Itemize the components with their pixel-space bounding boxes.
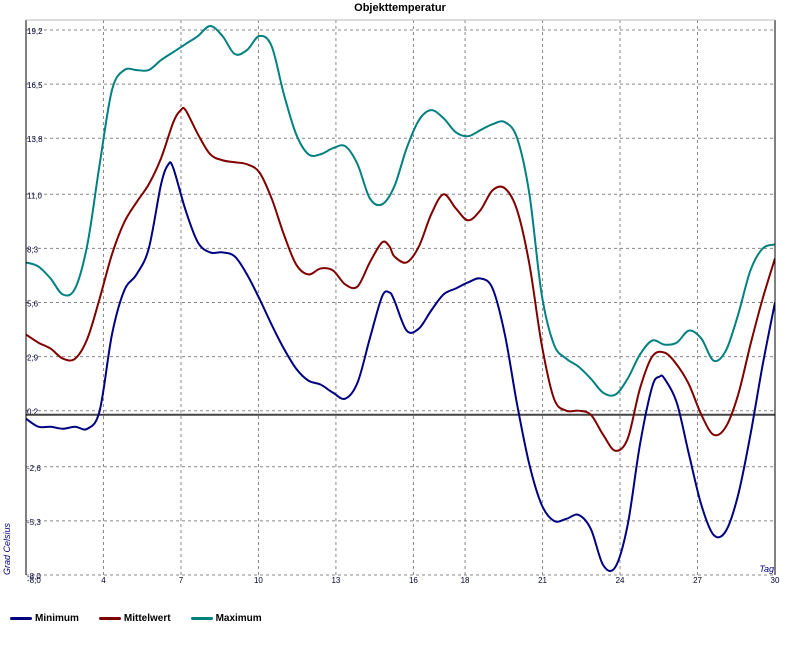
legend-label: Mittelwert [123, 612, 171, 624]
y-tick-label: 11,0 [27, 191, 43, 200]
x-tick-label: 21 [538, 576, 547, 585]
chart-title: Objekttemperatur [354, 2, 446, 14]
legend-item-maximum: Maximum [190, 612, 262, 624]
x-tick-label: 24 [616, 576, 625, 585]
legend: Minimum Mittelwert Maximum [10, 610, 282, 626]
x-tick-label: 16 [409, 576, 418, 585]
x-tick-label: -8,0 [27, 576, 41, 585]
y-tick-label: 13,8 [27, 135, 43, 144]
x-tick-label: 7 [179, 576, 184, 585]
y-tick-label: 16,5 [27, 81, 43, 90]
x-tick-label: 27 [693, 576, 702, 585]
y-tick-label: -2,6 [27, 464, 41, 473]
series-line-maximum [26, 24, 775, 397]
legend-item-minimum: Minimum [10, 613, 79, 624]
legend-swatch [190, 616, 213, 620]
legend-swatch [10, 616, 32, 620]
legend-item-mittelwert: Mittelwert [98, 612, 171, 624]
y-tick-label: -5,3 [27, 518, 41, 527]
y-tick-label: 8,3 [27, 245, 39, 254]
y-tick-labels: -8,0 -5,3 -2,6 0,2 2,9 5,6 8,3 11,0 13,8 16,5 19,2 [27, 27, 43, 581]
x-tick-label: 18 [461, 576, 470, 585]
series-line-mittelwert [26, 106, 775, 452]
x-tick-label: 30 [771, 576, 780, 585]
series-line-minimum [26, 161, 775, 572]
x-tick-labels: 4 7 10 13 16 18 21 24 27 30 -8,0 [27, 576, 780, 585]
x-tick-label: 13 [331, 576, 340, 585]
y-tick-label: 19,2 [27, 27, 43, 36]
y-tick-label: 5,6 [27, 300, 39, 309]
legend-label: Minimum [35, 612, 79, 624]
legend-label: Maximum [215, 612, 262, 624]
y-tick-label: 0,2 [27, 408, 39, 417]
x-tick-label: 4 [101, 576, 106, 585]
y-tick-label: 2,9 [27, 354, 39, 363]
legend-swatch [98, 616, 121, 620]
y-axis-label: Grad Celsius [2, 522, 12, 575]
x-tick-label: 10 [254, 576, 263, 585]
series [26, 24, 775, 572]
y-tick-label: -8,0 [27, 572, 41, 581]
x-axis-label: Tag [759, 564, 774, 574]
